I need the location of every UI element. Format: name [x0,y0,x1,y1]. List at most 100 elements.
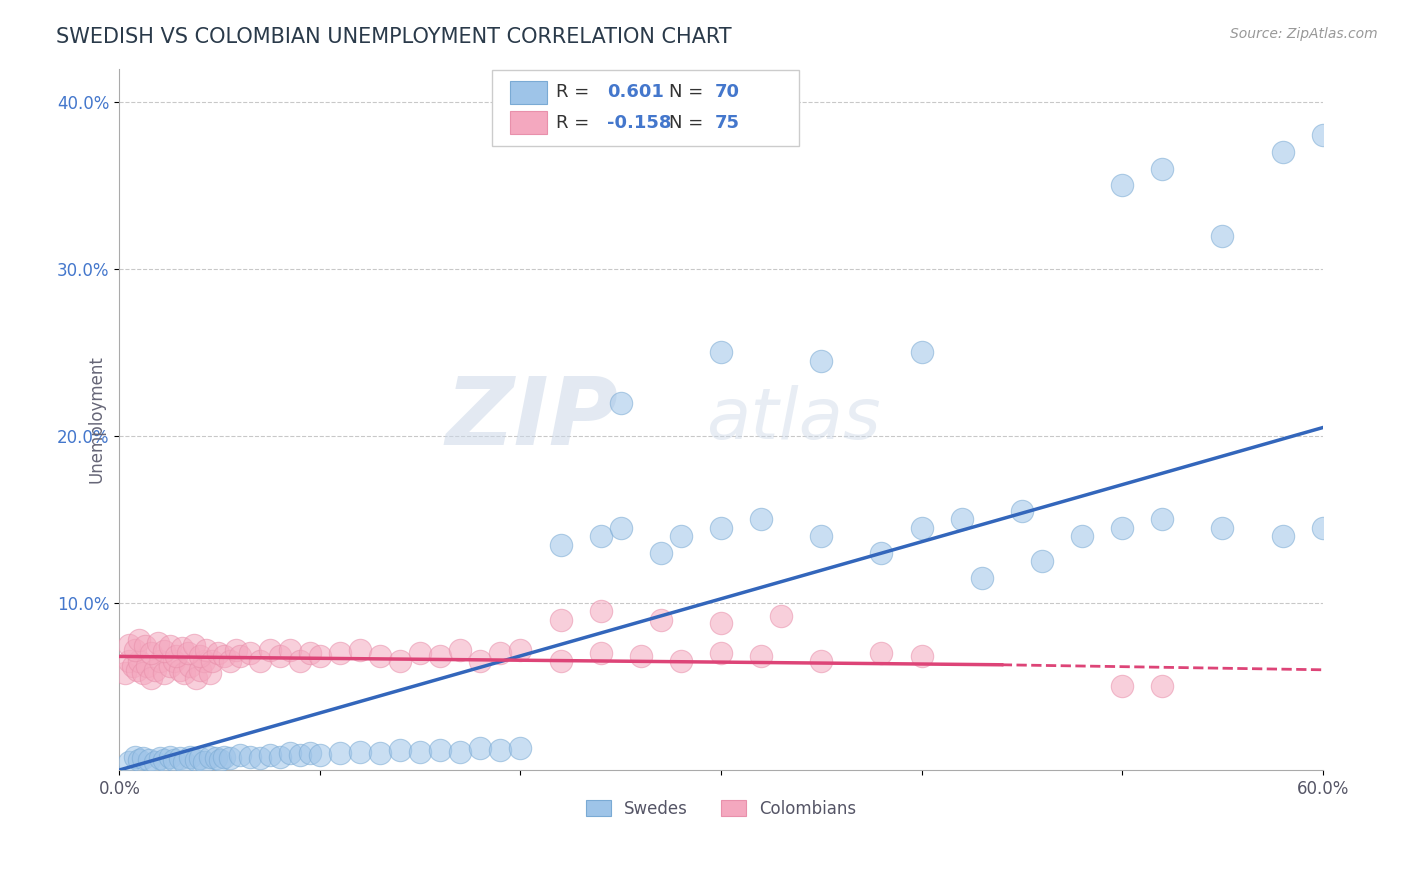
Point [198,666,221,681]
Point [204,751,226,765]
Point [124,642,146,657]
Point [169,663,191,677]
Point [910,649,932,664]
Point [710,615,733,630]
Point [122,659,145,673]
Point [1211,521,1233,535]
Point [589,604,612,618]
Point [1111,178,1133,193]
Point [710,345,733,359]
Text: -0.158: -0.158 [607,113,671,131]
Point [269,749,291,764]
Point [183,638,205,652]
Point [288,747,311,762]
Point [329,646,352,660]
Point [368,747,391,761]
Point [810,529,832,543]
Point [1271,529,1294,543]
Point [145,755,167,769]
Point [1111,680,1133,694]
Point [124,749,146,764]
Point [218,655,240,669]
Point [152,644,174,658]
Point [249,751,271,765]
Point [201,655,224,669]
FancyBboxPatch shape [510,81,547,103]
Text: ZIP: ZIP [446,373,619,466]
Point [449,745,471,759]
Point [259,747,281,762]
Point [589,646,612,660]
Point [152,753,174,767]
Point [1111,521,1133,535]
Point [146,636,169,650]
Text: R =: R = [557,83,595,102]
Point [810,655,832,669]
Point [152,666,174,681]
Point [208,753,231,767]
Point [198,749,221,764]
Point [138,753,160,767]
Point [669,655,692,669]
Point [1152,161,1174,176]
Point [141,646,163,660]
Point [409,745,432,759]
Point [188,649,211,664]
Point [218,751,240,765]
Point [1152,512,1174,526]
Point [148,751,170,765]
Point [184,671,207,685]
Point [770,609,793,624]
Point [368,649,391,664]
Point [145,663,167,677]
Point [910,521,932,535]
Point [184,753,207,767]
Text: 0.601: 0.601 [607,83,664,102]
Point [249,655,271,669]
Point [118,638,141,652]
Point [229,747,252,762]
Point [132,666,155,681]
Point [669,529,692,543]
Point [749,512,772,526]
Point [550,537,572,551]
Point [449,642,471,657]
Point [128,632,150,647]
Point [550,613,572,627]
Point [141,671,163,685]
Point [298,646,321,660]
Point [1312,521,1334,535]
Point [609,395,631,409]
Legend: Swedes, Colombians: Swedes, Colombians [579,794,863,825]
Point [173,755,195,769]
Point [134,640,156,654]
Point [349,642,371,657]
Point [509,741,531,756]
Point [193,755,215,769]
Point [489,646,512,660]
Point [810,353,832,368]
Point [970,571,993,585]
Point [239,749,262,764]
Text: 75: 75 [716,113,740,131]
Point [409,646,432,660]
Point [470,655,492,669]
Point [489,743,512,757]
Point [165,649,187,664]
Point [162,655,184,669]
Point [749,649,772,664]
Point [229,649,252,664]
Point [1152,680,1174,694]
Point [225,642,247,657]
Point [259,642,281,657]
Point [470,741,492,756]
Point [128,655,150,669]
Point [710,521,733,535]
Point [589,529,612,543]
Text: SWEDISH VS COLOMBIAN UNEMPLOYMENT CORRELATION CHART: SWEDISH VS COLOMBIAN UNEMPLOYMENT CORREL… [56,27,733,46]
Point [128,753,150,767]
Point [132,751,155,765]
Text: R =: R = [557,113,595,131]
Point [710,646,733,660]
Point [169,751,191,765]
